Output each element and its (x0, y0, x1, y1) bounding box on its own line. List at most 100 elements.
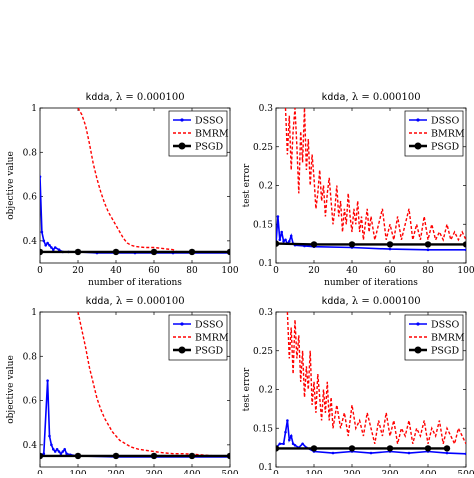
data-point-dsso (464, 248, 466, 252)
data-point-dsso (278, 238, 282, 242)
y-tick-label: 0.3 (259, 104, 274, 114)
legend-marker-dsso (180, 118, 184, 122)
data-point-psgd (276, 240, 280, 247)
chart-title-dataset: kdda (321, 296, 345, 307)
data-point-dsso (59, 452, 63, 456)
x-tick-label: 500 (457, 470, 474, 474)
chart-title-dataset: kdda (321, 92, 345, 103)
data-point-psgd (386, 241, 394, 248)
y-tick-label: 0.25 (253, 143, 273, 153)
x-axis-label: number of iterations (88, 278, 182, 288)
y-tick-label: 0.6 (23, 397, 38, 407)
data-point-psgd (74, 248, 82, 256)
data-point-dsso (48, 243, 51, 247)
data-point-psgd (424, 241, 432, 248)
data-point-psgd (348, 241, 356, 248)
legend-marker-psgd (414, 346, 422, 354)
data-point-dsso (57, 450, 61, 453)
plot-area (276, 312, 466, 456)
y-tick-label: 0.6 (23, 193, 38, 203)
x-tick-label: 80 (422, 266, 434, 276)
x-tick-label: 80 (186, 266, 198, 276)
y-tick-label: 0.8 (23, 352, 38, 362)
data-point-dsso (288, 438, 291, 442)
legend: DSSO BMRM PSGD (168, 110, 229, 157)
data-point-dsso (48, 434, 51, 438)
y-tick-label: 0.2 (259, 386, 273, 396)
legend-label-bmrm: BMRM (431, 333, 465, 344)
data-point-dsso (331, 451, 335, 455)
data-point-psgd (443, 445, 451, 452)
data-point-dsso (42, 239, 46, 243)
y-tick-label: 0.1 (259, 463, 273, 473)
data-point-dsso (63, 447, 66, 451)
data-point-dsso (52, 447, 55, 451)
data-point-psgd (40, 452, 44, 460)
x-tick-label: 20 (72, 266, 84, 276)
data-point-dsso (44, 243, 47, 247)
chart-title-param: , λ = 0.000100 (109, 92, 184, 103)
chart-title: kdda, λ = 0.000100 (85, 92, 184, 103)
data-point-psgd (226, 248, 230, 256)
x-tick-label: 0 (37, 470, 43, 474)
chart-panel: kdda, λ = 0.000100 0 100 200 300 400 500 0.1 0.1… (242, 296, 474, 478)
legend: DSSO BMRM PSGD (168, 314, 229, 361)
data-point-dsso (464, 452, 466, 456)
data-point-psgd (112, 248, 120, 256)
series-line-bmrm (77, 312, 230, 457)
series-line-bmrm (286, 312, 466, 446)
data-point-psgd (276, 445, 280, 452)
data-point-dsso (284, 238, 287, 242)
data-point-dsso (407, 451, 411, 455)
y-tick-label: 0.4 (23, 237, 38, 247)
y-tick-label: 0.8 (23, 148, 38, 158)
data-point-dsso (46, 241, 49, 245)
data-point-psgd (150, 248, 158, 256)
chart-panel: kdda, λ = 0.000100 0 100 200 300 400 500 0.4 0.6… (6, 296, 239, 478)
data-point-psgd (188, 248, 196, 256)
data-point-dsso (50, 246, 53, 249)
data-point-dsso (369, 451, 373, 455)
x-tick-label: 40 (346, 266, 358, 276)
data-point-dsso (286, 419, 289, 422)
data-point-dsso (40, 175, 42, 178)
x-tick-label: 60 (148, 266, 160, 276)
data-point-psgd (310, 445, 318, 452)
series-line-bmrm (77, 108, 230, 253)
legend-label-bmrm: BMRM (195, 129, 229, 140)
x-tick-label: 300 (381, 470, 398, 474)
chart-title-dataset: kdda (85, 296, 109, 307)
data-point-psgd (74, 452, 82, 460)
y-tick-label: 0.4 (23, 441, 38, 451)
chart-title: kdda, λ = 0.000100 (321, 92, 420, 103)
y-tick-label: 0.2 (259, 182, 273, 192)
legend-marker-dsso (416, 322, 420, 326)
chart-title-param: , λ = 0.000100 (109, 296, 184, 307)
data-point-dsso (278, 442, 282, 446)
legend-marker-dsso (416, 118, 420, 122)
data-point-dsso (61, 450, 65, 453)
data-point-dsso (53, 246, 57, 249)
data-point-dsso (284, 430, 287, 434)
x-tick-label: 100 (69, 470, 86, 474)
data-point-psgd (226, 452, 230, 460)
x-tick-label: 0 (37, 266, 43, 276)
chart-title: kdda, λ = 0.000100 (85, 296, 184, 307)
legend-marker-psgd (178, 142, 186, 150)
x-tick-label: 0 (273, 266, 279, 276)
data-point-dsso (282, 442, 285, 446)
data-point-psgd (386, 445, 394, 452)
data-point-dsso (55, 447, 59, 451)
y-axis-label: test error (242, 163, 252, 207)
legend-marker-psgd (178, 346, 186, 354)
data-point-psgd (310, 241, 318, 248)
data-point-dsso (46, 379, 49, 382)
series-line-dsso (40, 176, 230, 254)
series-line-bmrm (284, 108, 466, 242)
plot-area (40, 312, 230, 460)
data-point-dsso (52, 248, 55, 252)
data-point-dsso (289, 434, 293, 438)
legend-label-dsso: DSSO (195, 116, 223, 127)
legend-label-dsso: DSSO (195, 320, 223, 331)
